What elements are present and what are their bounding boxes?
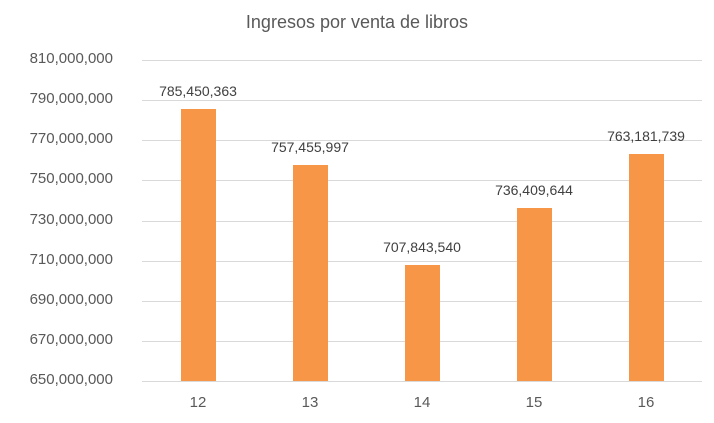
y-axis-tick-label: 650,000,000 xyxy=(29,371,113,388)
y-axis-tick-label: 810,000,000 xyxy=(29,50,113,67)
data-label: 757,455,997 xyxy=(271,139,349,156)
y-axis-tick-label: 770,000,000 xyxy=(29,130,113,148)
y-axis-tick-label: 710,000,000 xyxy=(29,250,113,268)
bar-16 xyxy=(628,153,664,381)
chart-title: Ingresos por venta de libros xyxy=(245,12,469,32)
bar-14 xyxy=(404,264,440,381)
x-axis-tick-label: 16 xyxy=(637,394,655,411)
data-label: 763,181,739 xyxy=(607,127,685,144)
data-label: 736,409,644 xyxy=(495,181,573,198)
y-axis-tick-label: 750,000,000 xyxy=(29,170,113,188)
gridline xyxy=(142,220,702,222)
x-axis-tick-label: 14 xyxy=(413,394,431,411)
y-axis-tick-label: 790,000,000 xyxy=(29,90,113,108)
y-axis-tick-label: 670,000,000 xyxy=(29,330,113,348)
bar-13 xyxy=(292,165,328,381)
gridline xyxy=(142,100,702,102)
y-axis-tick-label: 690,000,000 xyxy=(29,290,113,308)
bar-12 xyxy=(180,109,216,381)
gridline xyxy=(142,260,702,262)
y-axis-tick-label: 730,000,000 xyxy=(29,210,113,228)
gridline xyxy=(142,140,702,142)
x-axis-tick-label: 12 xyxy=(189,394,207,411)
data-label: 785,450,363 xyxy=(159,83,237,100)
bar-15 xyxy=(516,207,552,381)
x-axis-tick-label: 13 xyxy=(301,394,319,411)
gridline xyxy=(142,381,702,382)
gridline xyxy=(142,180,702,182)
data-label: 707,843,540 xyxy=(383,238,461,255)
gridline xyxy=(142,60,702,61)
x-axis-tick-label: 15 xyxy=(525,394,543,411)
